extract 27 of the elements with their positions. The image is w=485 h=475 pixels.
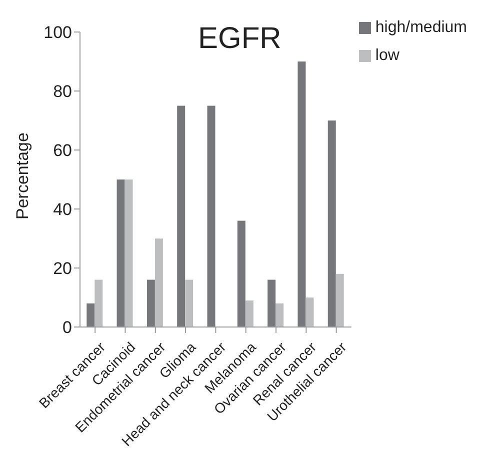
- chart-title: EGFR: [198, 22, 282, 56]
- bar: [306, 298, 314, 327]
- y-tick-label: 100: [44, 23, 72, 42]
- bar: [177, 106, 186, 327]
- y-tick-label: 0: [62, 318, 72, 338]
- bar: [94, 280, 103, 327]
- bar: [237, 220, 246, 327]
- bar: [146, 280, 155, 327]
- y-tick-label: 40: [53, 200, 72, 220]
- y-tick-label: 60: [53, 141, 72, 160]
- y-tick-label: 20: [53, 259, 72, 278]
- bar: [245, 300, 254, 327]
- bar: [336, 274, 344, 327]
- bar: [86, 303, 95, 327]
- bar: [276, 303, 284, 327]
- bar: [268, 280, 276, 327]
- y-tick-label: 80: [53, 82, 72, 102]
- bar: [154, 238, 163, 327]
- bar: [298, 62, 306, 327]
- legend-label: high/medium: [375, 19, 467, 36]
- bar: [207, 106, 216, 327]
- bar: [116, 180, 125, 327]
- bar: [328, 120, 336, 327]
- bar: [124, 180, 133, 327]
- legend-label: low: [375, 47, 400, 64]
- y-axis-title: Percentage: [13, 132, 32, 220]
- bar: [185, 280, 194, 327]
